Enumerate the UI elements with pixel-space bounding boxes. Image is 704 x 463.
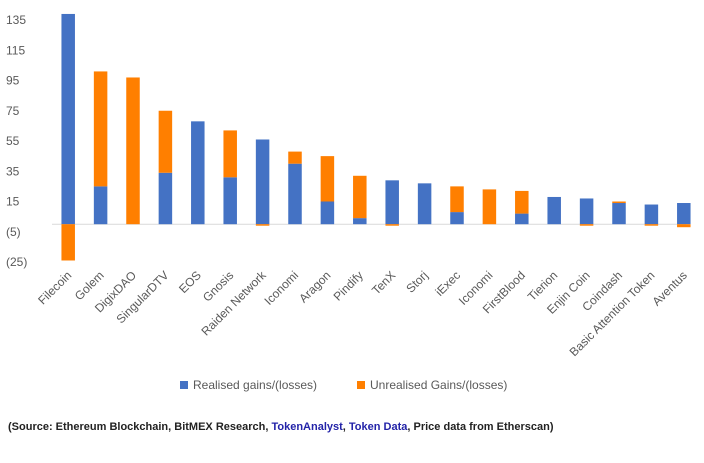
bar-unrealised — [515, 190, 529, 214]
legend-swatch-unrealised — [357, 381, 365, 389]
bar-realised — [515, 213, 529, 225]
x-category-label: Aventus — [650, 268, 690, 308]
bar-unrealised — [450, 186, 464, 213]
x-category-label: Filecoin — [35, 268, 74, 307]
bar-unrealised — [612, 201, 626, 204]
bar-realised — [677, 203, 691, 225]
bar-realised — [353, 218, 367, 225]
x-category-label: Pindify — [331, 268, 366, 303]
source-link-token-data[interactable]: Token Data — [348, 421, 408, 433]
legend-label-realised: Realised gains/(losses) — [193, 378, 317, 392]
source-note: (Source: Ethereum Blockchain, BitMEX Res… — [8, 421, 554, 433]
source-suffix: , Price data from Etherscan) — [407, 421, 554, 433]
bar-unrealised — [93, 71, 108, 187]
bar-unrealised — [255, 224, 270, 226]
bar-unrealised — [353, 175, 367, 219]
bar-realised — [450, 212, 464, 225]
x-category-label: TenX — [369, 268, 398, 297]
bar-realised — [191, 121, 205, 225]
bar-unrealised — [644, 224, 659, 226]
source-link-tokenanalyst[interactable]: TokenAnalyst — [271, 421, 343, 433]
bar-realised — [158, 172, 173, 225]
x-category-label: EOS — [176, 268, 204, 296]
bar-unrealised — [61, 224, 75, 261]
y-tick-label: 15 — [6, 195, 20, 209]
bar-realised — [255, 139, 270, 225]
bar-realised — [644, 204, 659, 225]
y-tick-label: 115 — [6, 43, 25, 57]
bar-realised — [93, 186, 108, 225]
y-tick-label: (5) — [6, 225, 21, 239]
bar-realised — [385, 180, 399, 225]
x-category-label: Storj — [403, 268, 430, 295]
bar-unrealised — [579, 224, 594, 226]
bar-unrealised — [158, 110, 173, 173]
y-tick-label: 95 — [6, 74, 20, 88]
bar-realised — [288, 163, 302, 225]
stacked-bar-chart: 135 115 95 75 55 35 15 (5) (25) FilecoinGolemDig… — [6, 13, 691, 392]
bar-unrealised — [385, 224, 399, 226]
bar-realised — [547, 196, 561, 225]
y-tick-label: (25) — [6, 255, 27, 269]
bar-unrealised — [223, 130, 237, 178]
bar-unrealised — [677, 224, 691, 228]
bar-unrealised — [126, 77, 140, 225]
bar-realised — [223, 177, 237, 225]
bar-realised — [61, 13, 75, 225]
y-tick-label: 135 — [6, 13, 26, 27]
y-tick-label: 75 — [6, 104, 20, 118]
bar-unrealised — [482, 189, 497, 225]
y-axis-ticks: 135 115 95 75 55 35 15 (5) (25) — [6, 13, 27, 269]
bar-unrealised — [288, 151, 302, 164]
y-tick-label: 35 — [6, 164, 20, 178]
bar-unrealised — [320, 156, 335, 202]
legend-swatch-realised — [180, 381, 188, 389]
legend-label-unrealised: Unrealised Gains/(losses) — [370, 378, 507, 392]
x-category-label: Aragon — [296, 268, 333, 305]
source-prefix: (Source: Ethereum Blockchain, BitMEX Res… — [8, 421, 272, 433]
bar-realised — [612, 203, 626, 225]
bars — [61, 13, 691, 261]
source-separator: , — [342, 421, 349, 433]
bar-realised — [579, 198, 594, 225]
y-tick-label: 55 — [6, 134, 20, 148]
bar-realised — [320, 201, 335, 225]
x-category-label: Iconomi — [262, 268, 302, 308]
legend: Realised gains/(losses) Unrealised Gains/… — [180, 378, 507, 392]
bar-realised — [417, 183, 432, 225]
